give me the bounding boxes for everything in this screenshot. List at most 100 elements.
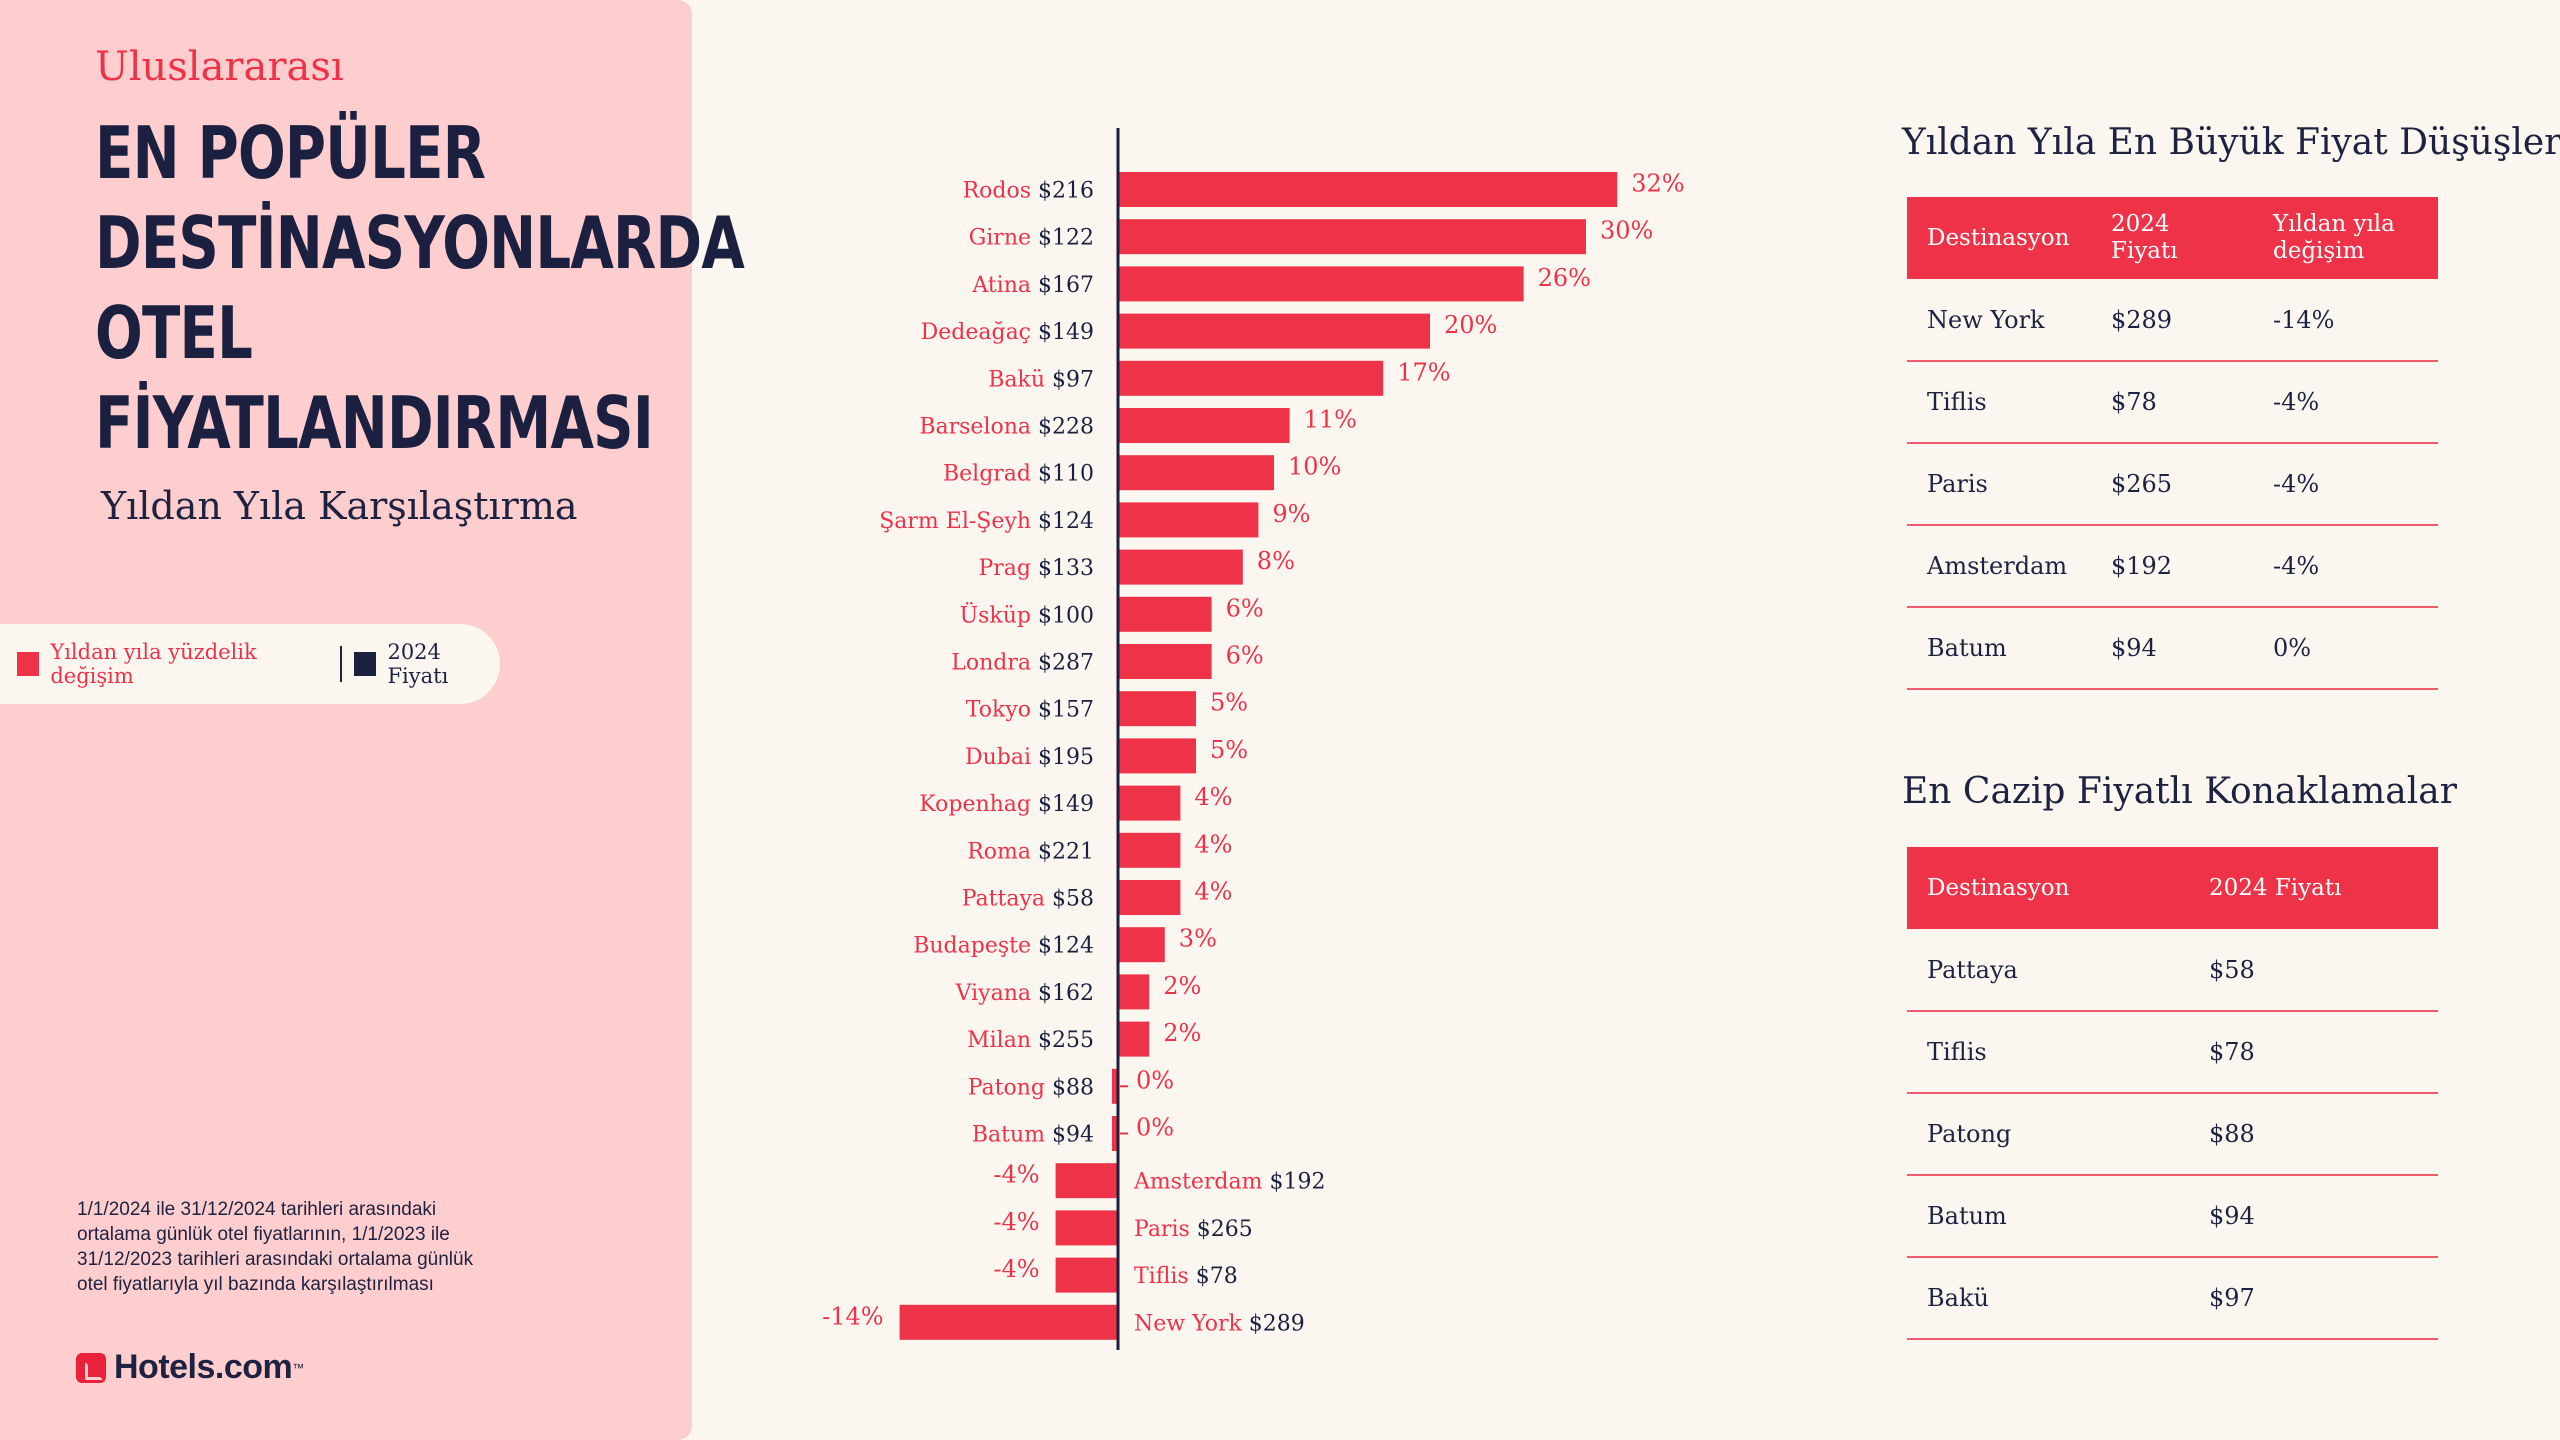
table-row: Paris $265 -4% (1907, 443, 2438, 526)
category-label: Girne $122 (969, 226, 1094, 251)
table-row: Amsterdam $192 -4% (1907, 525, 2438, 608)
category-label: Üsküp $100 (960, 601, 1094, 628)
table-cell: $192 (2091, 525, 2253, 608)
footnote: 1/1/2024 ile 31/12/2024 tarihleri arasın… (77, 1199, 474, 1295)
bar (1118, 266, 1524, 302)
table-cell: $58 (2189, 929, 2438, 1012)
category-price: $216 (1038, 179, 1094, 204)
category-label: Amsterdam $192 (1133, 1170, 1325, 1195)
category-name: Prag (978, 556, 1038, 581)
category-label: Belgrad $110 (943, 462, 1094, 487)
hotels-logo-icon (76, 1352, 106, 1383)
bar (1118, 313, 1430, 349)
legend-swatch-price (354, 652, 377, 676)
data-label: 4% (1194, 878, 1232, 906)
left-panel: Uluslararası EN POPÜLER DESTİNASYONLARDA… (0, 0, 745, 1440)
category-label: New York $289 (1134, 1311, 1305, 1336)
brand-logo: Hotels.com ™ (76, 1348, 304, 1387)
category-label: Pattaya $58 (962, 887, 1094, 912)
cheap-table: Destinasyon 2024 Fiyatı Pattaya $58 Tifl… (1907, 847, 2438, 1340)
legend-divider (340, 646, 343, 682)
data-label: 8% (1257, 547, 1295, 575)
category-price: $133 (1038, 556, 1094, 581)
category-label: Patong $88 (968, 1075, 1094, 1100)
column-header: 2024 Fiyatı (2091, 197, 2253, 279)
table-cell: Tiflis (1907, 361, 2091, 444)
table-header-row: Destinasyon 2024 Fiyatı (1907, 847, 2438, 929)
bar (1118, 974, 1150, 1010)
category-price: $110 (1038, 462, 1094, 487)
data-label: 11% (1304, 406, 1357, 434)
category-price: $100 (1038, 603, 1094, 628)
data-label: 20% (1444, 311, 1497, 339)
data-label: -4% (993, 1161, 1039, 1189)
category-label: Tiflis $78 (1134, 1264, 1238, 1289)
bar (1118, 360, 1384, 396)
category-label: Şarm El-Şeyh $124 (879, 509, 1094, 534)
bar (899, 1304, 1118, 1340)
brand-tm: ™ (292, 1360, 304, 1375)
data-label: -4% (993, 1208, 1039, 1236)
data-label: 6% (1226, 642, 1264, 670)
bar (1055, 1257, 1118, 1293)
table-header-row: Destinasyon 2024 Fiyatı Yıldan yıla deği… (1907, 197, 2438, 279)
category-price: $124 (1038, 509, 1094, 534)
data-label: 26% (1538, 264, 1591, 292)
data-label: 2% (1163, 972, 1201, 1000)
bar (1112, 1116, 1118, 1151)
category-name: Roma (967, 839, 1038, 864)
bar (1118, 219, 1586, 255)
column-header: Destinasyon (1907, 847, 2189, 929)
category-label: Dedeağaç $149 (921, 320, 1094, 345)
table-cell: -14% (2253, 279, 2438, 362)
category-price: $289 (1249, 1311, 1305, 1336)
table-row: Batum $94 (1907, 1175, 2438, 1258)
data-label: 3% (1179, 925, 1217, 953)
category-price: $149 (1038, 792, 1094, 817)
category-name: Girne (969, 226, 1038, 251)
drops-table-title: Yıldan Yıla En Büyük Fiyat Düşüşleri (1902, 122, 2560, 163)
category-label: Prag $133 (978, 556, 1094, 581)
legend-label-pct: Yıldan yıla yüzdelik değişim (50, 640, 257, 688)
bar (1118, 1021, 1150, 1057)
bar (1118, 502, 1259, 538)
category-label: Kopenhag $149 (919, 792, 1094, 817)
bar (1118, 880, 1181, 915)
data-label: 5% (1210, 736, 1248, 764)
table-cell: $78 (2091, 361, 2253, 444)
category-price: $228 (1038, 415, 1094, 440)
bar (1118, 691, 1196, 727)
category-price: $94 (1052, 1123, 1094, 1148)
category-label: Batum $94 (972, 1123, 1094, 1148)
bar (1118, 927, 1165, 963)
category-price: $122 (1038, 226, 1094, 251)
category-label: Barselona $228 (919, 415, 1094, 440)
category-name: Milan (967, 1028, 1038, 1053)
category-name: Pattaya (962, 887, 1052, 912)
category-price: $97 (1052, 367, 1094, 392)
table-cell: $265 (2091, 443, 2253, 526)
bar (1118, 644, 1212, 679)
bar-chart: Rodos $216 32% Girne $122 30% Atina $167 26% D… (822, 128, 1685, 1350)
category-label: Rodos $216 (963, 179, 1094, 204)
bar (1118, 738, 1196, 774)
data-label: 9% (1272, 500, 1310, 528)
category-label: Paris $265 (1134, 1217, 1253, 1242)
category-name: Dedeağaç (921, 320, 1038, 345)
subtitle: Yıldan Yıla Karşılaştırma (101, 484, 578, 528)
data-label: 0% (1136, 1066, 1174, 1094)
table-row: Pattaya $58 (1907, 929, 2438, 1012)
data-label: 30% (1600, 217, 1653, 245)
table-row: Tiflis $78 (1907, 1011, 2438, 1094)
bar (1118, 408, 1290, 443)
table-row: Tiflis $78 -4% (1907, 361, 2438, 444)
category-name: Viyana (955, 981, 1038, 1006)
category-price: $195 (1038, 745, 1094, 770)
table-row: Bakü $97 (1907, 1257, 2438, 1340)
table-cell: -4% (2253, 361, 2438, 444)
category-name: Atina (971, 273, 1038, 298)
table-cell: Pattaya (1907, 929, 2189, 1012)
data-label: 6% (1226, 594, 1264, 622)
data-label: 4% (1194, 830, 1232, 858)
column-header: 2024 Fiyatı (2189, 847, 2438, 929)
